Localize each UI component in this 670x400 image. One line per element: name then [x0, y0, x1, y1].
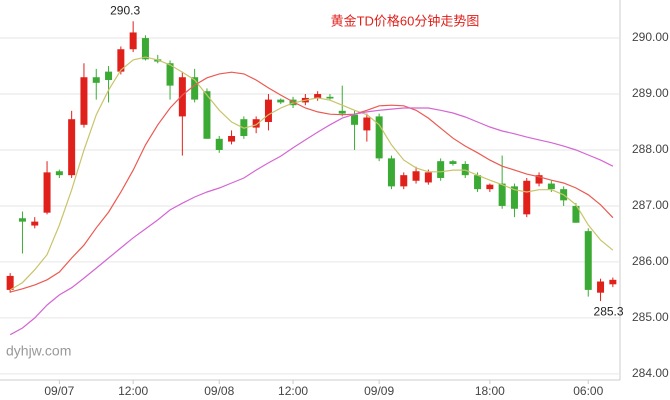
candle-body — [572, 205, 580, 223]
candle-body — [351, 114, 359, 125]
candle-body — [43, 172, 51, 213]
candle-body — [178, 77, 186, 117]
candle-body — [264, 99, 272, 123]
candle-body — [203, 91, 211, 139]
y-tick-label: 287.00 — [632, 198, 669, 212]
x-tick-label: 18:00 — [475, 384, 505, 398]
candle-body — [338, 110, 346, 114]
candle-body — [363, 117, 371, 131]
candle-body — [141, 38, 149, 60]
candle-body — [326, 96, 334, 99]
candle-body — [424, 172, 432, 183]
candle-body — [314, 94, 322, 99]
candle-body — [252, 119, 260, 128]
candle-body — [31, 221, 39, 226]
candle-body — [105, 71, 113, 81]
x-tick-label: 09/09 — [364, 384, 394, 398]
x-tick-label: 12:00 — [278, 384, 308, 398]
candle-body — [129, 32, 137, 50]
candle-body — [92, 77, 100, 83]
candle-body — [584, 231, 592, 290]
candle-body — [55, 171, 63, 176]
candle-body — [609, 279, 617, 285]
y-tick-label: 286.00 — [632, 254, 669, 268]
candle-body — [18, 218, 26, 222]
candle-body — [523, 180, 531, 215]
moving-average-line — [9, 56, 614, 291]
candle-body — [400, 175, 408, 187]
candle-body — [486, 184, 494, 190]
candle-body — [412, 171, 420, 181]
y-tick-label: 290.00 — [632, 30, 669, 44]
x-tick-label: 09/08 — [204, 384, 234, 398]
y-tick-label: 289.00 — [632, 86, 669, 100]
candle-body — [80, 77, 88, 125]
candle-body — [510, 186, 518, 209]
candle-body — [215, 138, 223, 150]
candle-body — [498, 183, 506, 206]
candle-body — [228, 135, 236, 142]
low-label: 285.3 — [594, 304, 624, 318]
y-tick-label: 285.00 — [632, 310, 669, 324]
high-label: 290.3 — [110, 3, 140, 17]
chart-title: 黄金TD价格60分钟走势图 — [331, 13, 480, 28]
candle-body — [437, 161, 445, 178]
x-tick-label: 06:00 — [573, 384, 603, 398]
candle-body — [535, 175, 543, 184]
y-tick-label: 284.00 — [632, 366, 669, 380]
candle-body — [6, 275, 14, 290]
moving-average-line — [9, 107, 614, 336]
candle-body — [547, 183, 555, 190]
candle-body — [449, 161, 457, 164]
candle-body — [474, 175, 482, 190]
candle-body — [117, 49, 125, 72]
y-tick-label: 288.00 — [632, 142, 669, 156]
moving-average-line — [10, 71, 614, 293]
x-tick-label: 12:00 — [118, 384, 148, 398]
watermark: dyhjw.com — [6, 343, 71, 359]
candle-body — [375, 116, 383, 159]
x-tick-label: 09/07 — [44, 384, 74, 398]
candle-body — [387, 158, 395, 187]
candle-body — [597, 281, 605, 293]
candle-body — [68, 119, 76, 176]
candle-body — [277, 99, 285, 103]
candle-body — [191, 77, 199, 100]
candle-body — [166, 63, 174, 86]
